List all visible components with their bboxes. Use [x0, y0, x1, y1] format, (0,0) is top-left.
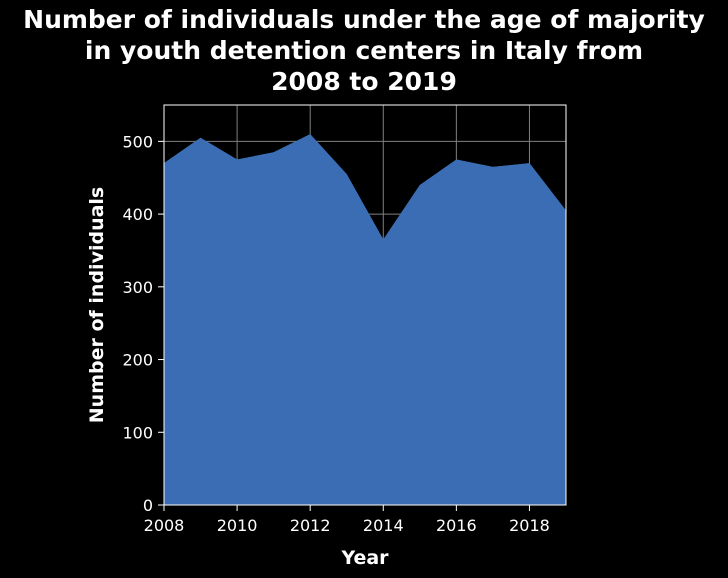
chart-title: Number of individuals under the age of m… — [23, 5, 705, 96]
y-axis-title: Number of individuals — [86, 187, 108, 423]
chart-title-line-3: 2008 to 2019 — [271, 67, 457, 96]
y-tick-label: 0 — [143, 496, 153, 515]
chart-title-line-1: Number of individuals under the age of m… — [23, 5, 705, 34]
plot-area — [163, 105, 566, 506]
y-tick-label: 400 — [122, 205, 153, 224]
x-tick-label: 2018 — [509, 516, 550, 535]
y-tick-label: 200 — [122, 351, 153, 370]
area-series-overlay — [164, 134, 566, 505]
x-tick-label: 2008 — [144, 516, 185, 535]
x-tick-label: 2014 — [363, 516, 404, 535]
y-tick-label: 300 — [122, 278, 153, 297]
axes: 2008 2010 2012 2014 2016 2018 0 100 200 300 400 500 — [122, 104, 567, 535]
x-tick-label: 2010 — [217, 516, 258, 535]
chart-title-line-2: in youth detention centers in Italy from — [85, 36, 643, 65]
y-tick-label: 500 — [122, 132, 153, 151]
x-tick-label: 2012 — [290, 516, 331, 535]
x-tick-label: 2016 — [436, 516, 477, 535]
y-tick-label: 100 — [122, 423, 153, 442]
plot-frame — [163, 104, 567, 506]
x-axis-title: Year — [340, 547, 389, 569]
